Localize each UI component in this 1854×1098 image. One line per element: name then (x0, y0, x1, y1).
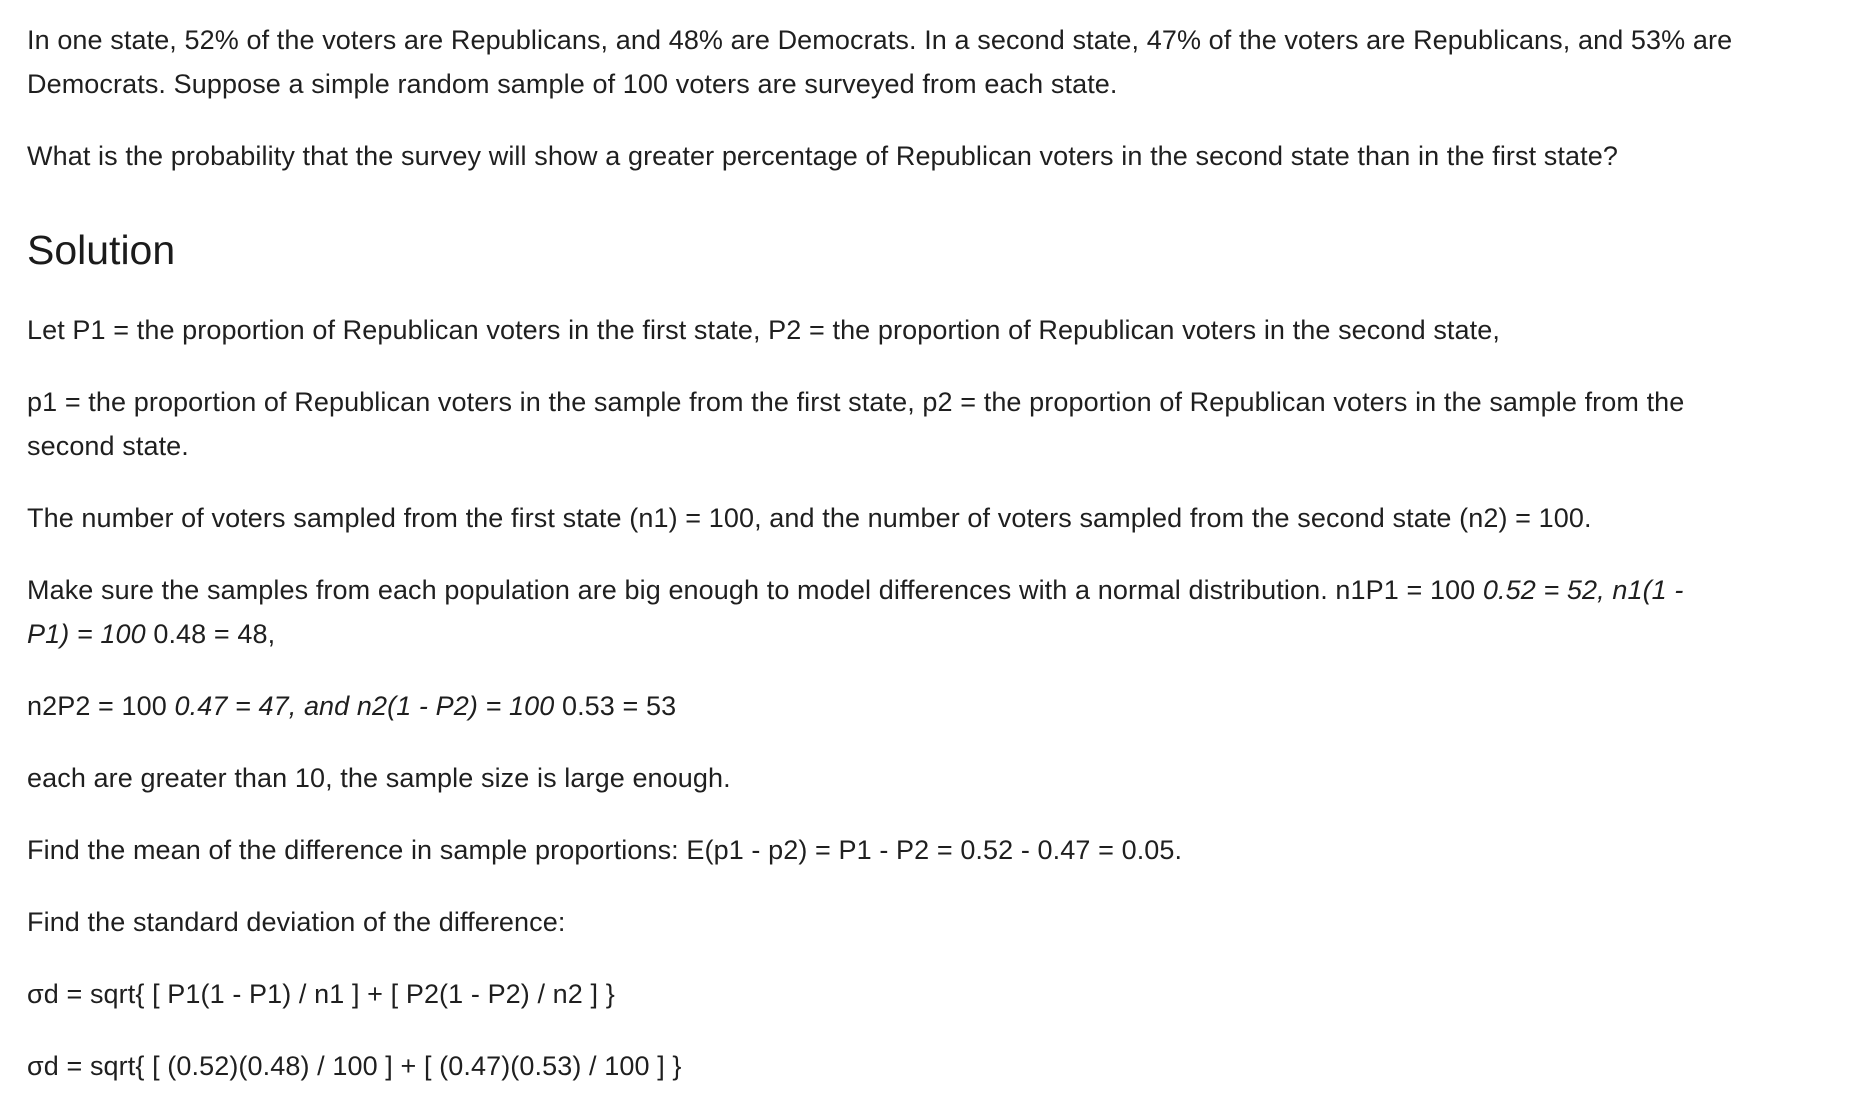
check-text-b: 0.48 = 48, (153, 619, 276, 649)
define-sample-line-2: second state. (27, 431, 189, 461)
check-italic-a: 0.52 = 52, n1(1 - (1482, 575, 1684, 605)
normality-check-1: Make sure the samples from each populati… (27, 568, 1830, 656)
problem-intro: In one state, 52% of the voters are Repu… (27, 18, 1830, 106)
intro-line-1: In one state, 52% of the voters are Repu… (27, 25, 1733, 55)
sample-size-conclusion: each are greater than 10, the sample siz… (27, 763, 731, 793)
sd-formula: σd = sqrt{ [ P1(1 - P1) / n1 ] + [ P2(1 … (27, 979, 615, 1009)
check2-italic: 0.47 = 47, and n2(1 - P2) = 100 (174, 691, 562, 721)
solution-heading: Solution (27, 227, 176, 273)
problem-question: What is the probability that the survey … (27, 141, 1618, 171)
mean-difference: Find the mean of the difference in sampl… (27, 835, 1183, 865)
define-population-proportions: Let P1 = the proportion of Republican vo… (27, 315, 1500, 345)
normality-check-2: n2P2 = 100 0.47 = 47, and n2(1 - P2) = 1… (27, 684, 1830, 728)
check-text-a: Make sure the samples from each populati… (27, 575, 1483, 605)
sd-intro: Find the standard deviation of the diffe… (27, 907, 566, 937)
define-sample-line-1: p1 = the proportion of Republican voters… (27, 387, 1685, 417)
define-sample-proportions: p1 = the proportion of Republican voters… (27, 380, 1830, 468)
intro-line-2: Democrats. Suppose a simple random sampl… (27, 69, 1118, 99)
check-italic-b: P1) = 100 (27, 619, 154, 649)
check2-text-a: n2P2 = 100 (27, 691, 175, 721)
sd-values: σd = sqrt{ [ (0.52)(0.48) / 100 ] + [ (0… (27, 1051, 682, 1081)
check2-text-b: 0.53 = 53 (561, 691, 677, 721)
sample-sizes: The number of voters sampled from the fi… (27, 503, 1592, 533)
